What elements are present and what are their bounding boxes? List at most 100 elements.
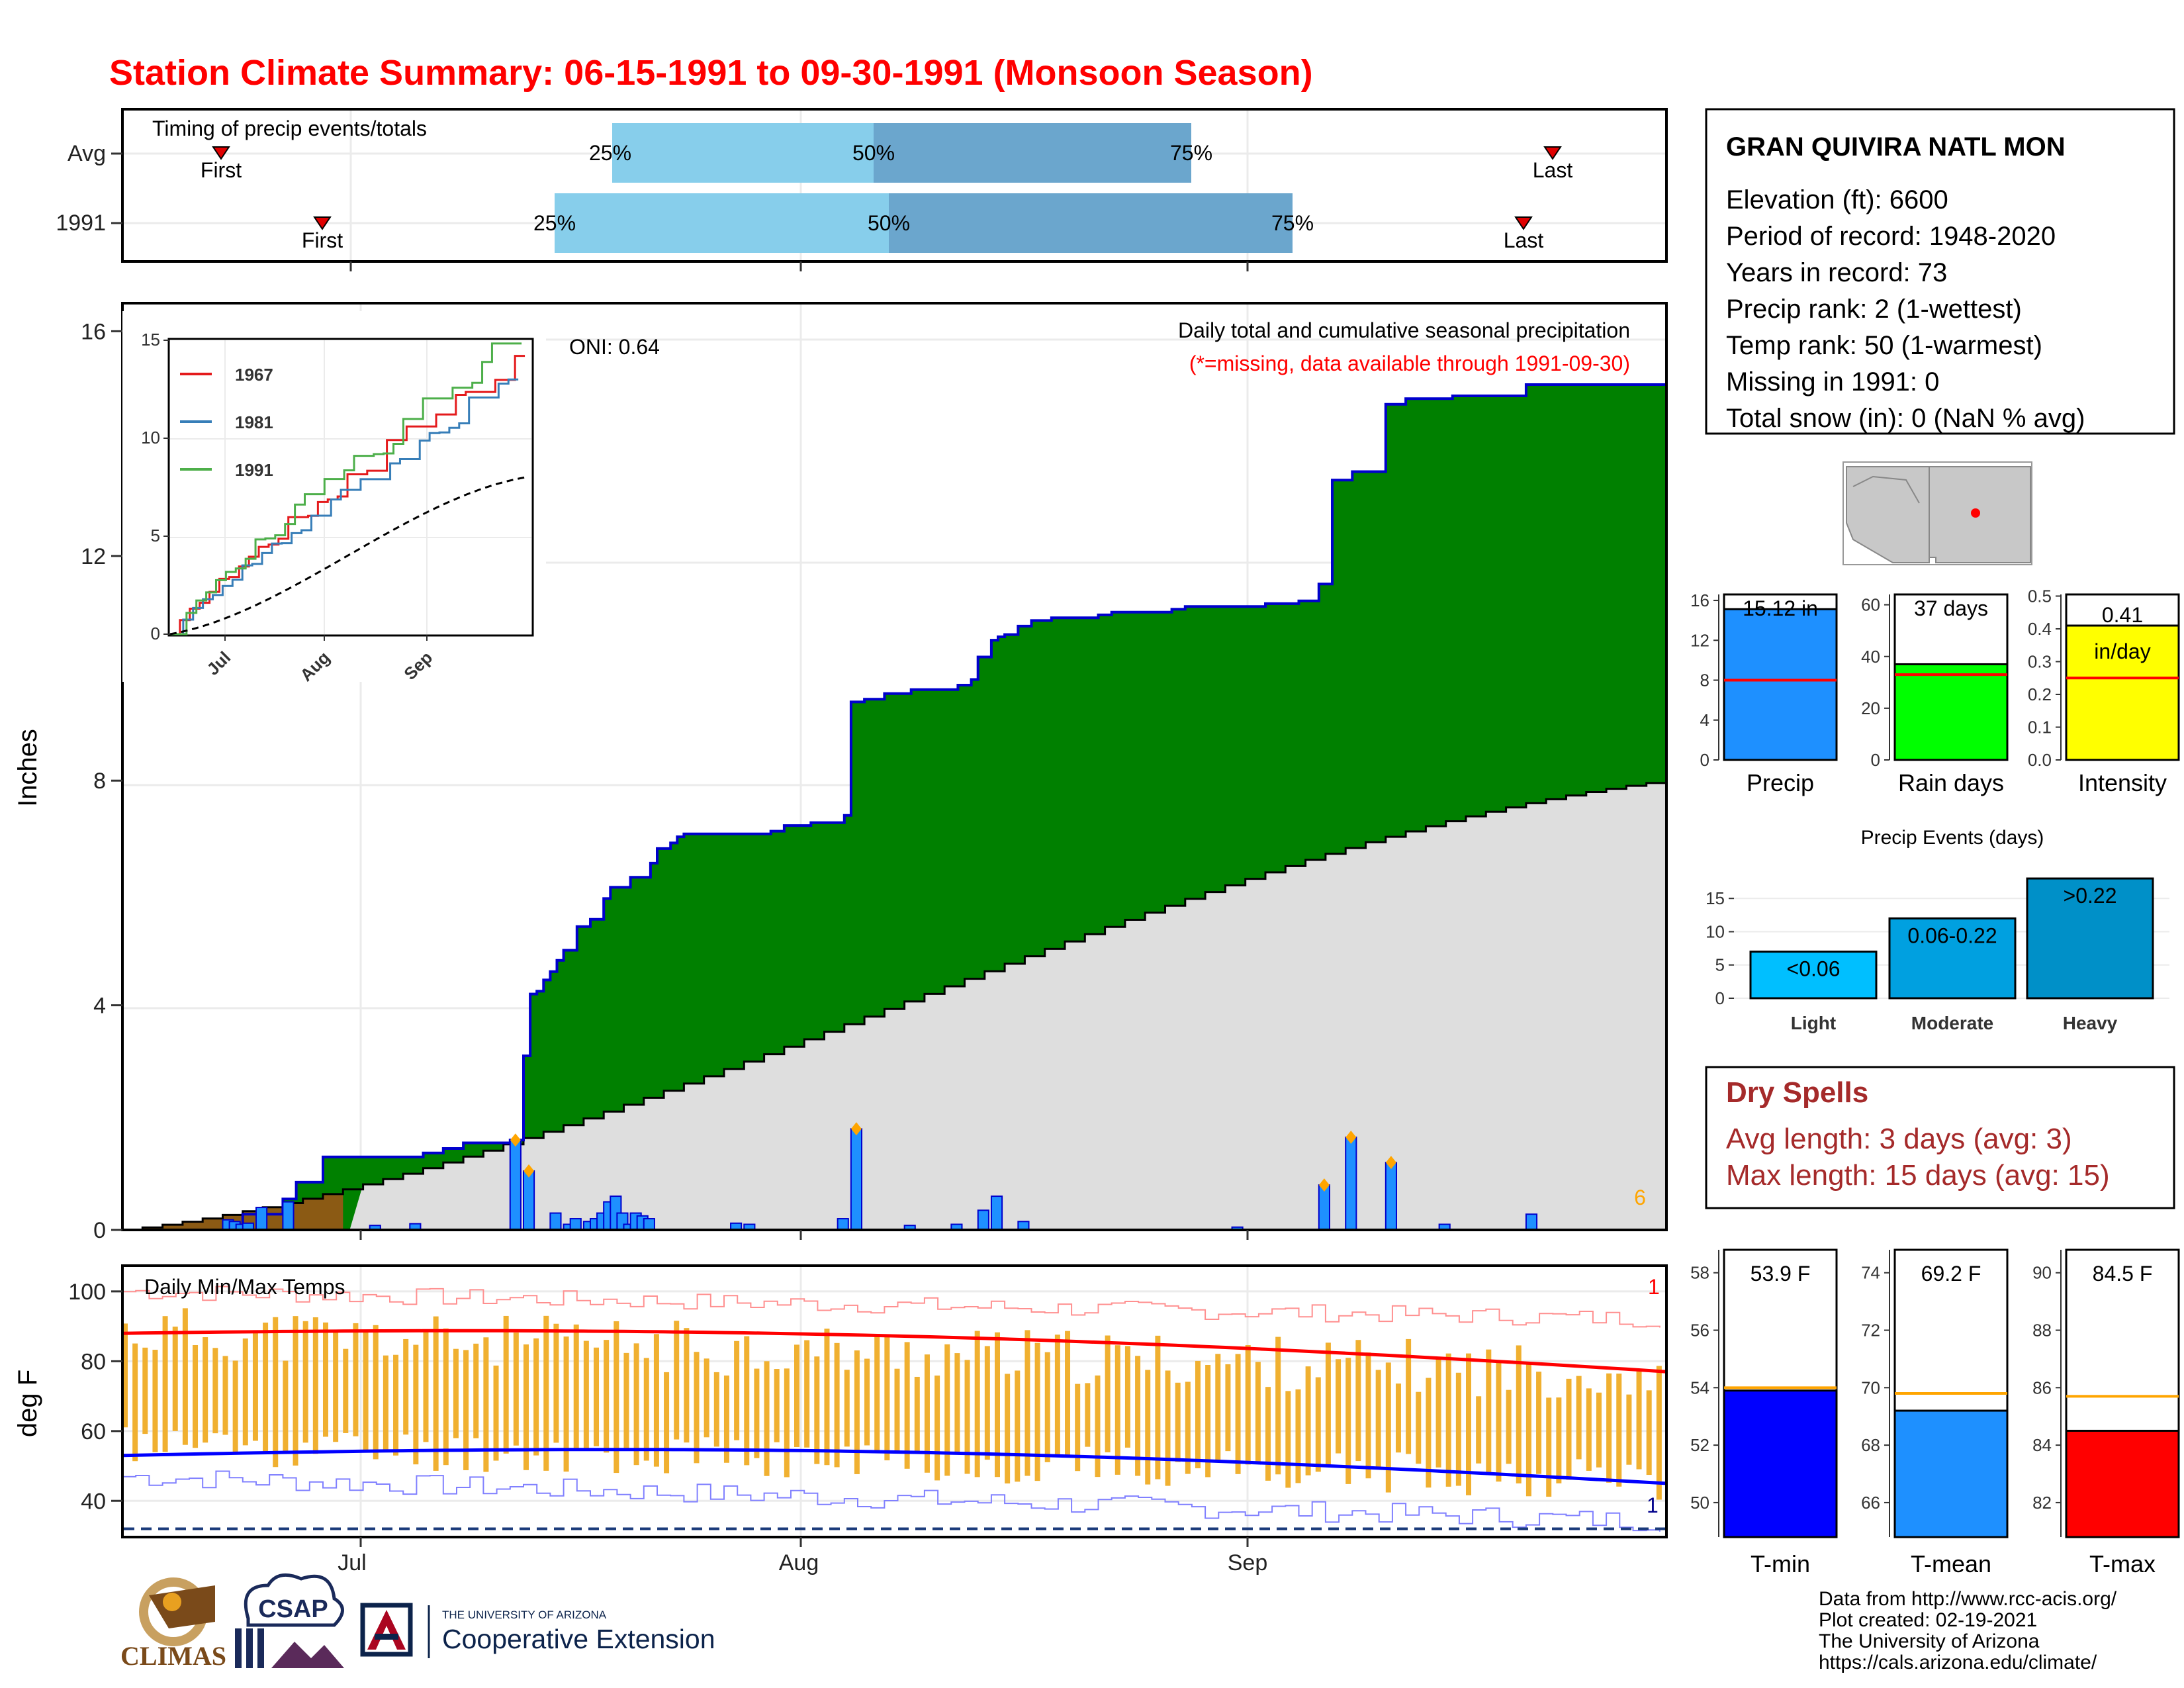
daily-temp-range-bar bbox=[1165, 1370, 1171, 1486]
daily-temp-range-bar bbox=[443, 1328, 449, 1466]
yr-q25-q50-bar bbox=[555, 193, 889, 253]
intensity-bar-label: Intensity bbox=[2078, 769, 2167, 796]
tmean-summary-bar-tick: 68 bbox=[1861, 1435, 1880, 1455]
yr-q75-label: 75% bbox=[1271, 211, 1314, 235]
daily-temp-range-bar bbox=[1496, 1361, 1502, 1482]
daily-temp-range-bar bbox=[162, 1316, 168, 1452]
daily-temp-range-bar bbox=[1215, 1354, 1221, 1460]
precip-count-label: 6 bbox=[1634, 1186, 1646, 1209]
daily-temp-range-bar bbox=[643, 1358, 649, 1461]
oni-label: ONI: 0.64 bbox=[569, 335, 660, 359]
temp-y-tick: 100 bbox=[68, 1280, 106, 1305]
credit-line-4: https://cals.arizona.edu/climate/ bbox=[1819, 1652, 2097, 1673]
daily-temp-range-bar bbox=[614, 1321, 619, 1474]
page-title: Station Climate Summary: 06-15-1991 to 0… bbox=[109, 53, 1313, 93]
daily-temp-range-bar bbox=[734, 1340, 740, 1440]
daily-temp-range-bar bbox=[934, 1375, 940, 1481]
daily-temp-range-bar bbox=[844, 1370, 850, 1447]
record-max-line bbox=[122, 1286, 1661, 1328]
daily-precip-bar bbox=[1318, 1184, 1330, 1231]
yr-q50-q75-bar bbox=[889, 193, 1293, 253]
station-missing: Missing in 1991: 0 bbox=[1726, 367, 1939, 397]
daily-temp-range-bar bbox=[193, 1344, 199, 1448]
inset-normal-line bbox=[169, 476, 525, 635]
tmean-summary-bar-value-bar bbox=[1893, 1409, 2009, 1538]
avg-q25-q50-bar bbox=[612, 123, 874, 183]
precip-panel-label: Daily total and cumulative seasonal prec… bbox=[1178, 318, 1630, 342]
intensity-value-label: 0.41 bbox=[2102, 603, 2143, 627]
raindays-summary-bar-tick: 40 bbox=[1861, 647, 1880, 667]
daily-temp-range-bar bbox=[723, 1375, 729, 1463]
daily-temp-range-bar bbox=[493, 1365, 499, 1461]
inset-y-tick: 5 bbox=[151, 526, 160, 545]
daily-temp-range-bar bbox=[1516, 1345, 1522, 1483]
daily-temp-range-bar bbox=[1225, 1364, 1231, 1452]
temp-y-tick: 80 bbox=[81, 1349, 106, 1374]
daily-temp-range-bar bbox=[1124, 1346, 1130, 1448]
daily-temp-range-bar bbox=[764, 1361, 770, 1476]
tmin-summary-bar: 50 52 54 56 58 bbox=[1690, 1248, 1838, 1538]
daily-temp-range-bar bbox=[914, 1376, 920, 1452]
tmin-summary-bar-value-bar bbox=[1723, 1389, 1838, 1538]
daily-temp-range-bar bbox=[884, 1335, 890, 1461]
intensity-summary-bar-value-bar bbox=[2065, 624, 2180, 761]
daily-temp-range-bar bbox=[222, 1356, 228, 1435]
daily-temp-range-bar bbox=[1455, 1372, 1461, 1486]
intensity-summary-bar-tick: 0.1 bbox=[2028, 717, 2052, 737]
daily-temp-range-bar bbox=[263, 1322, 269, 1453]
daily-temp-range-bar bbox=[1085, 1383, 1091, 1447]
daily-temp-range-bar bbox=[874, 1334, 880, 1453]
month-tick-jul: Jul bbox=[338, 1550, 366, 1575]
daily-temp-range-bar bbox=[954, 1353, 960, 1452]
daily-temp-range-bar bbox=[1095, 1375, 1101, 1477]
daily-temp-range-bar bbox=[774, 1369, 780, 1442]
daily-precip-bar bbox=[549, 1212, 562, 1231]
daily-temp-range-bar bbox=[824, 1329, 830, 1466]
yr-last-label: Last bbox=[1504, 228, 1544, 252]
daily-precip-bar bbox=[977, 1209, 989, 1231]
daily-temp-range-bar bbox=[1235, 1354, 1241, 1474]
daily-precip-bar bbox=[1385, 1162, 1397, 1231]
tmean-summary-bar-tick: 70 bbox=[1861, 1378, 1880, 1397]
daily-temp-range-bar bbox=[553, 1323, 559, 1443]
yr-q50-label: 50% bbox=[868, 211, 910, 235]
tmax-summary-bar-tick: 82 bbox=[2032, 1493, 2052, 1513]
daily-temp-range-bar bbox=[1556, 1397, 1562, 1483]
yr-first-label: First bbox=[302, 228, 343, 252]
tmax-bar-label: T-max bbox=[2089, 1550, 2156, 1577]
inset-y-tick: 10 bbox=[141, 428, 160, 447]
daily-temp-range-bar bbox=[1054, 1335, 1060, 1457]
daily-temp-range-bar bbox=[293, 1316, 298, 1466]
raindays-bar-label: Rain days bbox=[1898, 769, 2004, 796]
daily-temp-range-bar bbox=[984, 1346, 990, 1460]
daily-temp-range-bar bbox=[132, 1343, 138, 1462]
daily-temp-range-bar bbox=[583, 1340, 589, 1448]
events-bar-label: >0.22 bbox=[2064, 884, 2117, 908]
daily-temp-range-bar bbox=[322, 1322, 328, 1437]
daily-temp-range-bar bbox=[1345, 1358, 1351, 1484]
events-y-tick: 5 bbox=[1715, 955, 1725, 975]
station-precip-rank: Precip rank: 2 (1-wettest) bbox=[1726, 295, 2022, 324]
daily-temp-range-bar bbox=[1365, 1352, 1371, 1479]
raindays-summary-bar-tick: 60 bbox=[1861, 595, 1880, 615]
daily-temp-range-bar bbox=[232, 1360, 238, 1455]
tmax-summary-bar: 82 84 86 88 90 bbox=[2032, 1248, 2180, 1538]
daily-temp-range-bar bbox=[1065, 1331, 1071, 1456]
raindays-value-label: 37 days bbox=[1914, 596, 1988, 620]
daily-temp-range-bar bbox=[894, 1368, 900, 1452]
avg-last-label: Last bbox=[1533, 158, 1573, 182]
tmin-summary-bar-tick: 58 bbox=[1690, 1263, 1709, 1283]
daily-precip-bar bbox=[282, 1201, 295, 1231]
events-category-label: Moderate bbox=[1911, 1013, 1993, 1033]
dry-spells-title: Dry Spells bbox=[1726, 1076, 1868, 1109]
precip-summary-bar-tick: 4 bbox=[1700, 710, 1709, 730]
svg-text:Cooperative Extension: Cooperative Extension bbox=[442, 1624, 715, 1654]
daily-temp-range-bar bbox=[1024, 1330, 1030, 1476]
normal-cumulative-area bbox=[349, 780, 1666, 1230]
avg-first-marker bbox=[212, 146, 230, 160]
inset-line-1967 bbox=[170, 355, 525, 635]
daily-temp-range-bar bbox=[674, 1321, 680, 1440]
daily-temp-range-bar bbox=[182, 1308, 188, 1445]
daily-temp-range-bar bbox=[924, 1354, 930, 1473]
